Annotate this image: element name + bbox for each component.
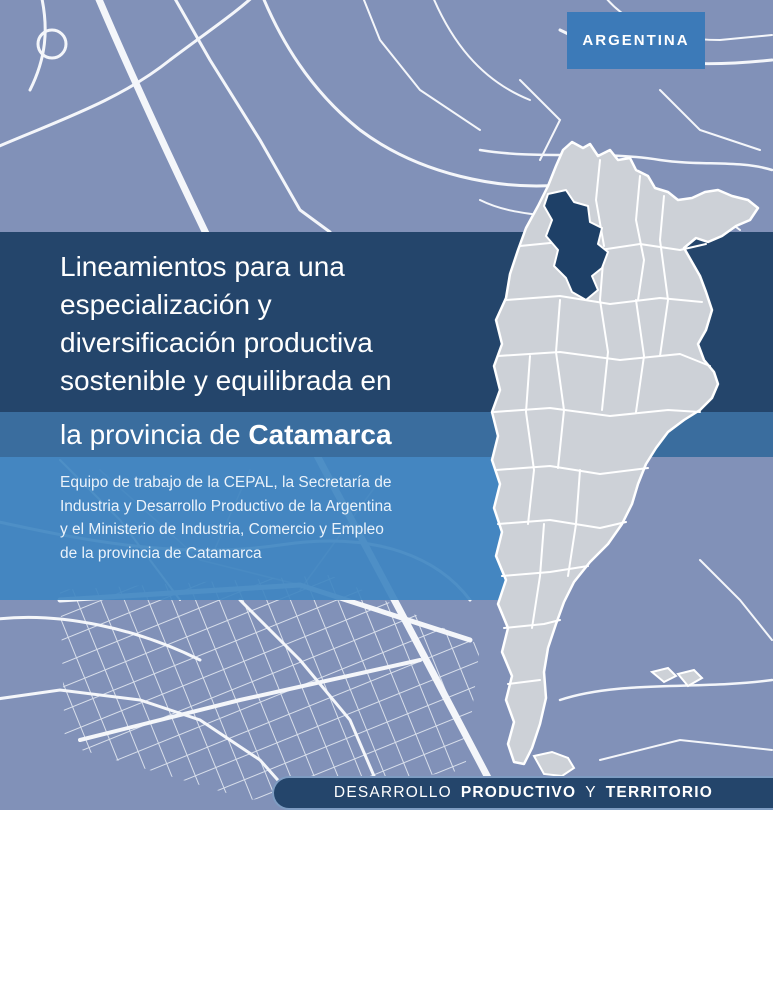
title-highlight-province: Catamarca xyxy=(248,419,392,450)
series-word: PRODUCTIVO xyxy=(460,784,577,801)
title-highlight-banner: la provincia de Catamarca xyxy=(0,412,773,457)
country-label-text: ARGENTINA xyxy=(582,32,690,49)
subtitle-banner: Equipo de trabajo de la CEPAL, la Secret… xyxy=(0,457,565,600)
city-grid-texture xyxy=(60,575,480,800)
series-word: DESARROLLO xyxy=(333,784,452,801)
subtitle-line: de la provincia de Catamarca xyxy=(60,544,262,562)
subtitle-line: Industria y Desarrollo Productivo de la … xyxy=(60,497,392,515)
country-label: ARGENTINA xyxy=(567,12,705,69)
title-highlight-prefix: la provincia de xyxy=(60,419,249,450)
title-line: sostenible y equilibrada en xyxy=(60,365,392,396)
footer-logos: NACIONES UNIDAS CEPAL 5 7 años Trabajand… xyxy=(0,810,773,1000)
subtitle-line: Equipo de trabajo de la CEPAL, la Secret… xyxy=(60,474,392,491)
series-word: TERRITORIO xyxy=(605,784,714,801)
subtitle-line: y el Ministerio de Industria, Comercio y… xyxy=(60,521,384,538)
title-line: diversificación productiva xyxy=(60,327,373,358)
series-word: Y xyxy=(585,784,597,801)
title-line: especialización y xyxy=(60,289,272,320)
title-line: Lineamientos para una xyxy=(60,251,345,282)
series-banner: DESARROLLO PRODUCTIVO Y TERRITORIO xyxy=(272,776,773,810)
title-banner: Lineamientos para una especialización y … xyxy=(0,232,773,412)
